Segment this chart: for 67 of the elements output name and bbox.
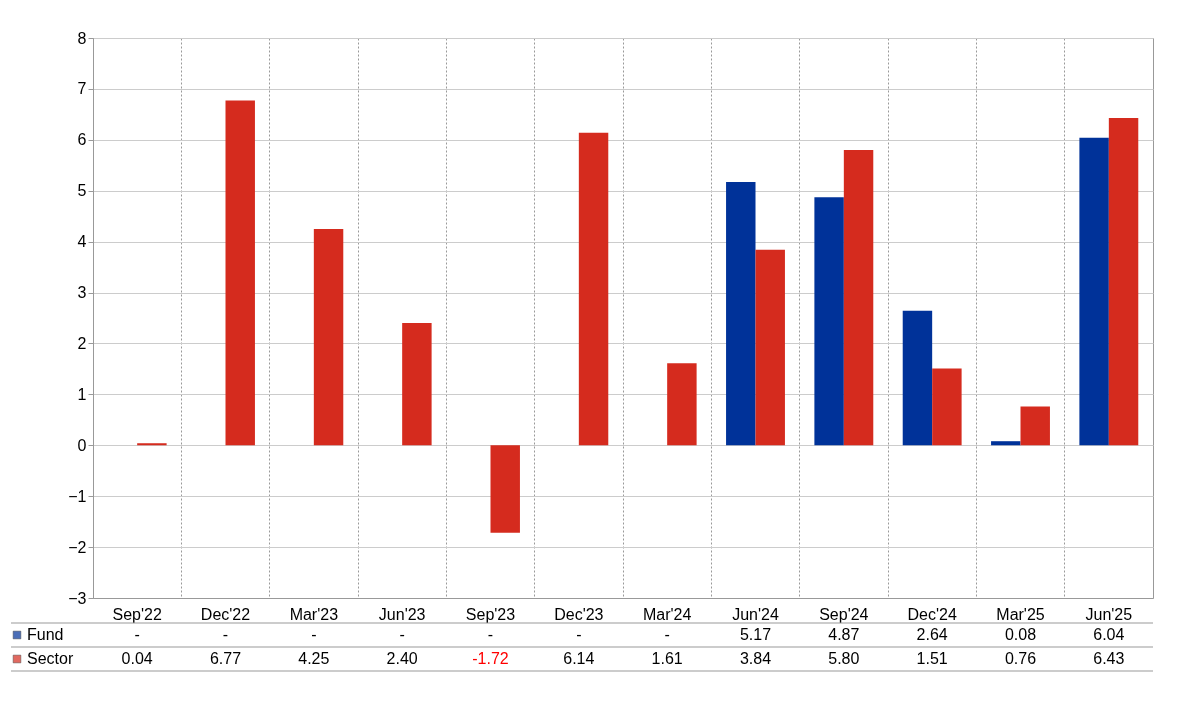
text: - <box>311 626 317 643</box>
data-label: 1.61 <box>651 650 683 667</box>
text: - <box>664 626 670 643</box>
legend-label: Fund <box>27 626 64 643</box>
text: - <box>576 626 582 643</box>
bar <box>313 228 344 446</box>
data-label: 5.80 <box>828 650 860 667</box>
x-tick-label: Dec'23 <box>554 605 604 623</box>
x-tick-label: Sep'24 <box>819 605 869 623</box>
y-tick-label: 6 <box>77 131 87 149</box>
bar <box>726 182 756 446</box>
data-label: 1.51 <box>916 650 948 667</box>
y-tick-label: −1 <box>68 487 87 505</box>
data-label: 6.14 <box>563 650 595 667</box>
bar <box>225 100 255 446</box>
x-tick-label: Dec'24 <box>907 605 957 623</box>
bar <box>137 443 167 446</box>
y-tick-label: −3 <box>68 589 87 607</box>
bar <box>402 323 432 446</box>
bar <box>1108 117 1139 446</box>
text: - <box>222 626 229 643</box>
bar <box>932 368 962 446</box>
bar <box>490 445 520 533</box>
x-tick-label: Mar'25 <box>996 605 1045 623</box>
x-tick-label: Sep'23 <box>465 605 516 623</box>
text: - <box>487 626 494 643</box>
x-tick-label: Mar'24 <box>642 605 692 623</box>
data-label: 4.87 <box>828 626 860 643</box>
text: - <box>134 626 140 643</box>
data-label: 6.43 <box>1093 650 1125 667</box>
data-label: 0.08 <box>1004 626 1037 643</box>
y-tick-label: 8 <box>77 29 87 47</box>
y-tick-label: 2 <box>77 334 87 352</box>
bar <box>667 363 697 446</box>
data-label: 0.04 <box>121 650 153 667</box>
y-tick-label: 3 <box>77 284 87 302</box>
x-tick-label: Mar'23 <box>289 605 339 623</box>
x-tick-label: Jun'23 <box>378 605 426 623</box>
x-tick-label: Jun'24 <box>732 605 779 623</box>
data-label: 2.40 <box>386 650 418 667</box>
bar <box>1079 137 1109 446</box>
y-tick-label: −2 <box>68 538 87 556</box>
x-tick-label: Jun'25 <box>1085 605 1133 623</box>
bar <box>843 150 874 446</box>
bar <box>755 249 785 446</box>
data-label: 4.25 <box>298 650 330 667</box>
bar <box>902 310 933 446</box>
bar <box>578 132 609 446</box>
data-label: -1.72 <box>472 650 509 667</box>
y-tick-label: 1 <box>77 385 87 403</box>
bar <box>1020 406 1050 446</box>
data-label: 0.76 <box>1004 650 1037 667</box>
y-tick-label: 7 <box>77 80 87 98</box>
bar <box>814 197 844 446</box>
legend-label: Sector <box>27 650 74 667</box>
y-tick-label: 5 <box>77 182 87 200</box>
x-tick-label: Sep'22 <box>112 605 162 623</box>
data-label: 6.77 <box>209 650 242 667</box>
data-label: 5.17 <box>739 626 772 643</box>
y-tick-label: 4 <box>77 233 87 251</box>
x-tick-label: Dec'22 <box>200 605 251 623</box>
y-tick-label: 0 <box>77 436 87 454</box>
text: - <box>399 626 405 643</box>
data-label: 6.04 <box>1093 626 1125 643</box>
data-label: 2.64 <box>916 626 948 643</box>
data-label: 3.84 <box>739 650 772 667</box>
bar <box>991 441 1021 446</box>
